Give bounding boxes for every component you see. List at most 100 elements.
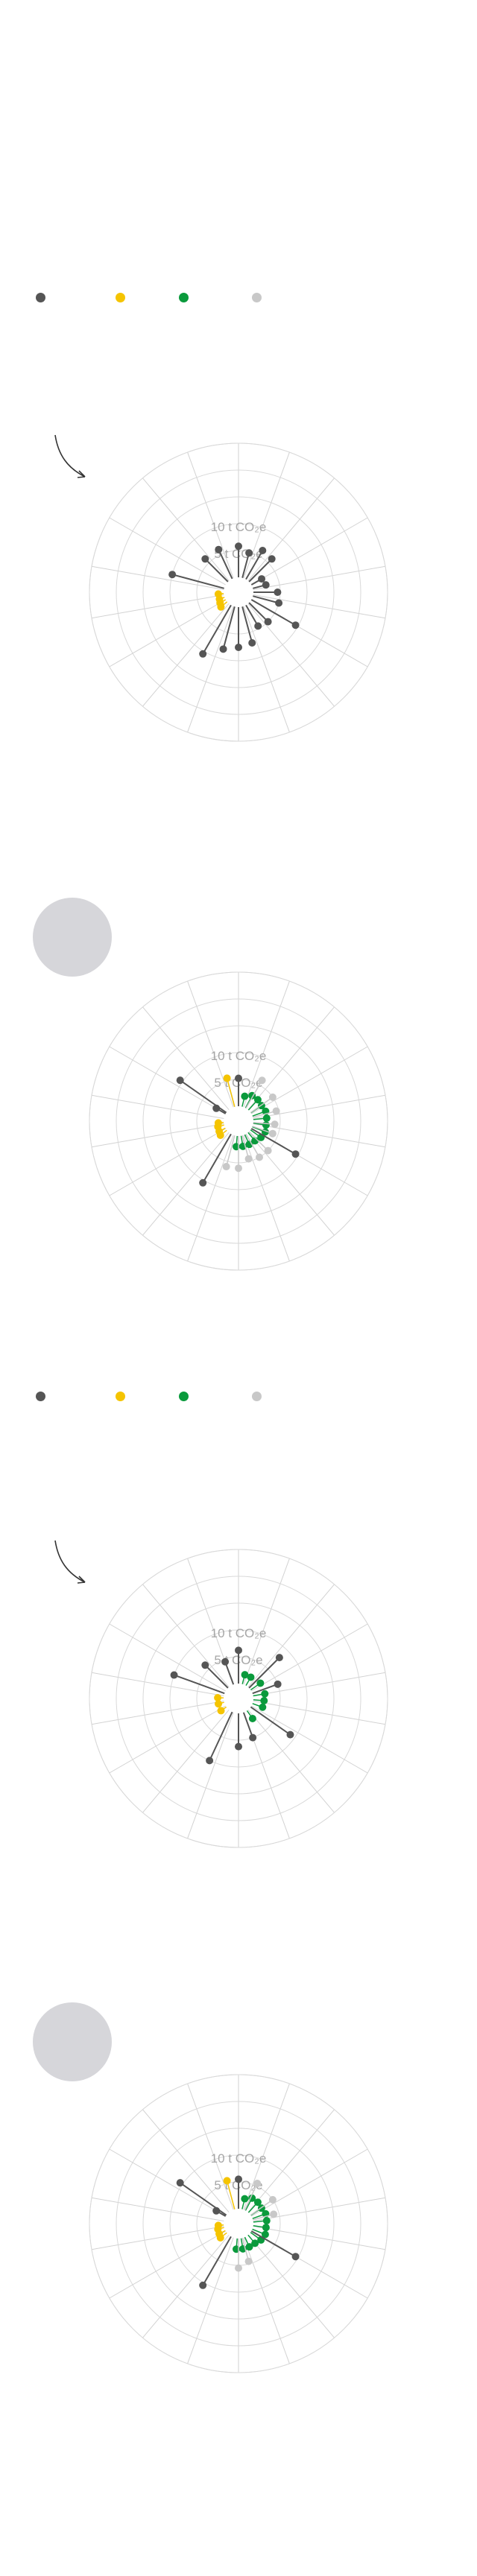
point-dark [199, 2281, 207, 2289]
point-light [253, 2179, 262, 2187]
point-green [262, 2224, 270, 2232]
point-light [258, 1076, 266, 1085]
points [176, 2175, 300, 2289]
legend-dot-dark [36, 293, 45, 302]
point-dark [235, 2175, 242, 2183]
point-dark [291, 621, 300, 629]
point-green [262, 1121, 270, 1129]
point-green [241, 1671, 249, 1679]
grid-spoke [187, 1712, 234, 1839]
grid-spoke [91, 2197, 224, 2222]
stem-dark [248, 602, 269, 623]
grid-spoke [187, 2083, 234, 2210]
grid-ring [116, 2101, 361, 2347]
legend-dot-yellow [116, 293, 125, 302]
grid [89, 2074, 388, 2373]
stem-dark [248, 1657, 280, 1689]
point-green [251, 2239, 259, 2247]
point-yellow [215, 1700, 223, 1708]
grid-spoke [243, 2237, 290, 2364]
point-light [244, 1155, 253, 1163]
stem-dark [202, 604, 232, 655]
point-dark [249, 1733, 257, 1742]
stem-dark [250, 599, 297, 626]
grid-spoke [91, 1094, 224, 1120]
point-light [235, 2264, 242, 2272]
point-dark [275, 1654, 283, 1662]
grid-spoke [187, 1135, 234, 1262]
point-dark [199, 1178, 207, 1187]
stem-dark [174, 1674, 225, 1695]
stem-light [253, 1110, 277, 1118]
point-dark [274, 589, 282, 596]
grid-spoke [142, 1006, 230, 1111]
grid-ring [142, 496, 335, 688]
grid-spoke [91, 594, 224, 619]
grid-spoke [247, 478, 335, 582]
arrow-icon [54, 1540, 86, 1584]
grid-spoke [109, 2148, 226, 2217]
stem-dark [241, 553, 250, 578]
point-dark [258, 575, 266, 583]
legend-dot-light [252, 1392, 262, 1401]
point-dark [291, 2253, 300, 2261]
grid-spoke [142, 2109, 230, 2213]
grid-spoke [109, 1046, 226, 1114]
legend [0, 293, 477, 308]
point-yellow [214, 590, 222, 598]
ring-label: 10 t CO₂e [211, 520, 267, 534]
stem-dark [252, 1683, 278, 1695]
legend [0, 1392, 477, 1406]
stem-dark [241, 606, 253, 644]
ring-label: 10 t CO₂e [211, 1049, 267, 1063]
grid-ring [142, 1602, 335, 1795]
grid-spoke [142, 2234, 230, 2338]
grid-spoke [91, 1123, 224, 1148]
grid-spoke [187, 2237, 234, 2364]
stem-dark [204, 1664, 229, 1689]
point-dark [199, 650, 207, 658]
grid-spoke [142, 1709, 230, 1813]
arrow-icon [54, 434, 86, 478]
grid-spoke [142, 603, 230, 707]
stem-light [244, 2183, 258, 2211]
grid-spoke [253, 594, 386, 619]
grid-spoke [142, 1132, 230, 1236]
point-dark [268, 555, 276, 563]
stem-dark [180, 1079, 227, 1114]
grid-ring [142, 1025, 335, 1217]
outer-ring [89, 442, 388, 742]
point-green [261, 2230, 269, 2239]
stem-light [225, 1135, 236, 1167]
grid-spoke [247, 2234, 335, 2338]
point-dark [275, 599, 283, 607]
outer-ring [89, 2074, 388, 2373]
point-green [261, 1690, 269, 1698]
point-dark [262, 581, 270, 589]
stem-light [245, 1133, 260, 1158]
stem-light [241, 2238, 250, 2262]
grid-spoke [243, 1135, 290, 1262]
point-light [268, 1093, 277, 1101]
placeholder-circle [33, 898, 112, 977]
point-dark [168, 571, 177, 579]
point-green [259, 1703, 267, 1711]
stem-dark [250, 1706, 291, 1736]
points [168, 542, 300, 658]
point-green [241, 2195, 249, 2203]
point-green [260, 1696, 268, 1704]
grid-spoke [253, 1672, 386, 1697]
grid-ring [169, 2154, 308, 2293]
points [176, 1074, 300, 1187]
point-dark [248, 639, 256, 647]
stem-dark [245, 550, 264, 580]
point-dark [264, 618, 272, 626]
stem-dark [209, 1711, 233, 1761]
point-green [241, 1092, 249, 1100]
stem-dark [248, 558, 273, 583]
outer-ring [89, 1549, 388, 1848]
stem-dark [222, 606, 236, 650]
point-green [247, 1673, 255, 1681]
point-dark [201, 1661, 209, 1669]
